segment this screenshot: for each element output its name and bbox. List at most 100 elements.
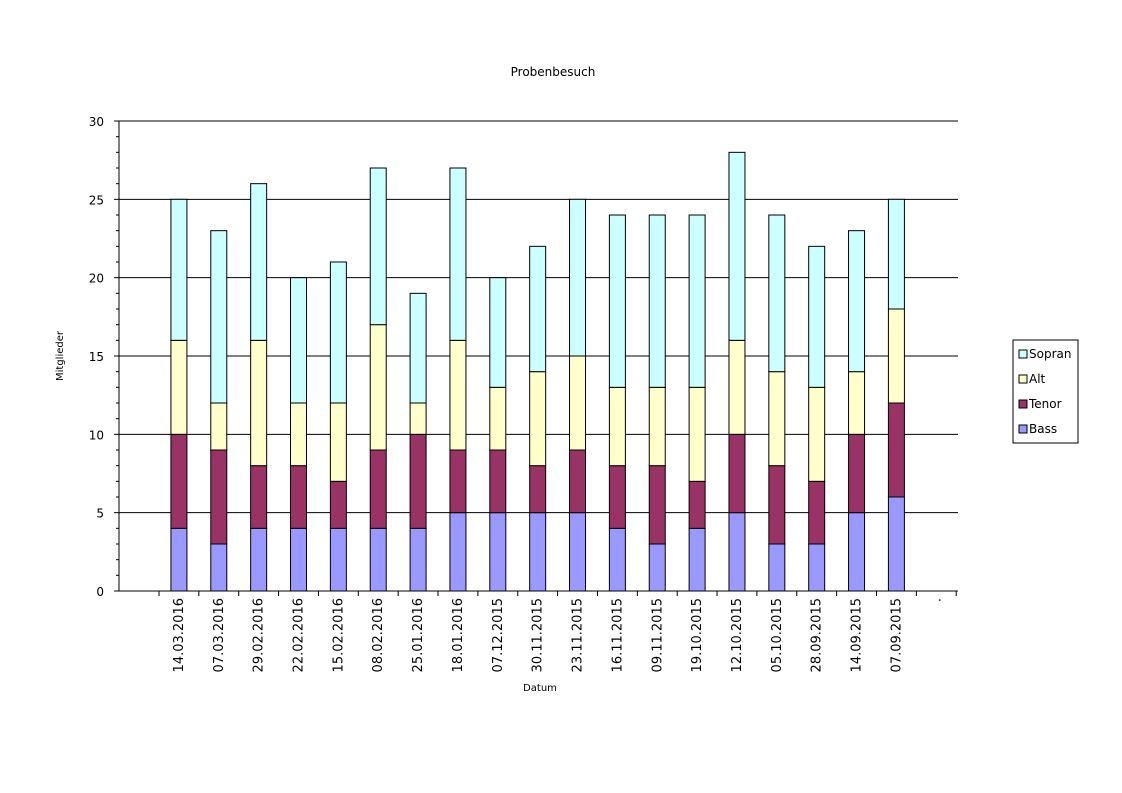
bar-tenor: [808, 480, 826, 545]
bar-sopran: [808, 245, 826, 388]
bar-alt: [329, 402, 347, 482]
legend-label-sopran: Sopran: [1029, 347, 1071, 361]
legend-swatch-alt: [1018, 374, 1028, 384]
bar-tenor: [887, 402, 905, 498]
bar-alt: [489, 386, 507, 451]
bar-tenor: [170, 433, 188, 529]
x-tick-label: 25.01.2016: [411, 598, 426, 672]
axes: [114, 120, 958, 596]
bar-bass: [728, 512, 746, 592]
bar-sopran: [569, 198, 587, 357]
x-tick-label: 07.03.2016: [212, 598, 227, 672]
bar-tenor: [848, 433, 866, 514]
bar-sopran: [409, 292, 427, 404]
bar-alt: [848, 371, 866, 435]
bar-bass: [290, 527, 308, 592]
legend-label-tenor: Tenor: [1028, 397, 1062, 411]
y-tick-label: 25: [89, 193, 104, 207]
legend: Sopran Alt Tenor Bass: [1012, 339, 1079, 444]
bar-alt: [529, 371, 547, 467]
x-tick-label: 14.03.2016: [172, 598, 187, 672]
bar-alt: [648, 386, 666, 467]
bar-bass: [569, 512, 587, 592]
legend-label-bass: Bass: [1029, 422, 1057, 436]
y-tick-label: 5: [96, 507, 104, 521]
y-tick-label: 30: [89, 115, 104, 129]
bar-sopran: [688, 214, 706, 388]
x-tick-label: 28.09.2015: [810, 598, 825, 672]
bar-tenor: [569, 449, 587, 514]
y-tick-labels: 0 5 10 15 20 25 30: [89, 115, 104, 599]
y-axis-title: Mitglieder: [55, 330, 66, 381]
bar-bass: [808, 543, 826, 592]
x-tick-label: 23.11.2015: [571, 598, 586, 672]
bar-bass: [848, 512, 866, 592]
bar-sopran: [608, 214, 626, 388]
bar-sopran: [329, 261, 347, 404]
bar-bass: [170, 527, 188, 592]
bar-bass: [768, 543, 786, 592]
y-tick-label: 10: [89, 428, 104, 442]
bar-tenor: [290, 465, 308, 529]
bar-alt: [290, 402, 308, 467]
bar-sopran: [768, 214, 786, 373]
legend-label-alt: Alt: [1029, 372, 1046, 386]
bar-sopran: [369, 167, 387, 326]
bar-alt: [728, 339, 746, 435]
bar-sopran: [170, 198, 188, 341]
bar-sopran: [290, 277, 308, 404]
x-tick-labels: 14.03.2016 07.03.2016 29.02.2016 22.02.2016…: [172, 598, 944, 672]
bar-tenor: [250, 465, 268, 529]
bars: [170, 151, 905, 592]
bar-alt: [250, 339, 268, 467]
x-tick-label: 12.10.2015: [730, 598, 745, 672]
x-tick-label: 29.02.2016: [252, 598, 267, 672]
bar-bass: [449, 512, 467, 592]
legend-swatch-sopran: [1018, 349, 1028, 359]
y-tick-label: 0: [96, 585, 104, 599]
bar-tenor: [329, 480, 347, 529]
bar-sopran: [489, 277, 507, 388]
bar-tenor: [489, 449, 507, 514]
x-tick-label: 09.11.2015: [650, 598, 665, 672]
bar-bass: [608, 527, 626, 592]
x-tick-label: 22.02.2016: [292, 598, 307, 672]
bar-sopran: [728, 151, 746, 341]
bar-alt: [608, 386, 626, 467]
bar-alt: [768, 371, 786, 467]
bar-bass: [887, 496, 905, 592]
x-axis-title: Datum: [523, 683, 557, 694]
x-tick-label: 07.12.2015: [491, 598, 506, 672]
bar-tenor: [529, 465, 547, 514]
bar-sopran: [887, 198, 905, 310]
bar-bass: [250, 527, 268, 592]
x-tick-label: 18.01.2016: [451, 598, 466, 672]
bar-sopran: [529, 245, 547, 373]
bar-bass: [329, 527, 347, 592]
bar-tenor: [728, 433, 746, 514]
x-tick-label: .: [929, 598, 944, 602]
legend-swatch-bass: [1018, 424, 1028, 434]
legend-swatch-tenor: [1018, 399, 1028, 409]
bar-bass: [409, 527, 427, 592]
bar-alt: [449, 339, 467, 451]
chart-title: Probenbesuch: [511, 65, 596, 79]
bar-alt: [808, 386, 826, 482]
y-tick-label: 20: [89, 272, 104, 286]
bar-bass: [688, 527, 706, 592]
y-tick-label: 15: [89, 350, 104, 364]
bar-bass: [489, 512, 507, 592]
bar-tenor: [688, 480, 706, 529]
bar-tenor: [210, 449, 228, 545]
x-tick-label: 19.10.2015: [690, 598, 705, 672]
bar-tenor: [449, 449, 467, 514]
bar-tenor: [768, 465, 786, 545]
bar-alt: [369, 324, 387, 451]
x-tick-label: 15.02.2016: [331, 598, 346, 672]
x-tick-label: 14.09.2015: [850, 598, 865, 672]
bar-alt: [170, 339, 188, 435]
bar-sopran: [449, 167, 467, 341]
bar-sopran: [250, 183, 268, 341]
bar-alt: [569, 355, 587, 451]
